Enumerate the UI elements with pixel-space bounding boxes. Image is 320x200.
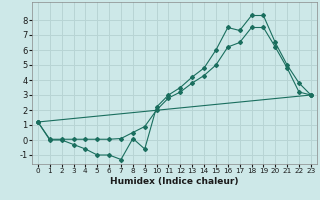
X-axis label: Humidex (Indice chaleur): Humidex (Indice chaleur) (110, 177, 239, 186)
